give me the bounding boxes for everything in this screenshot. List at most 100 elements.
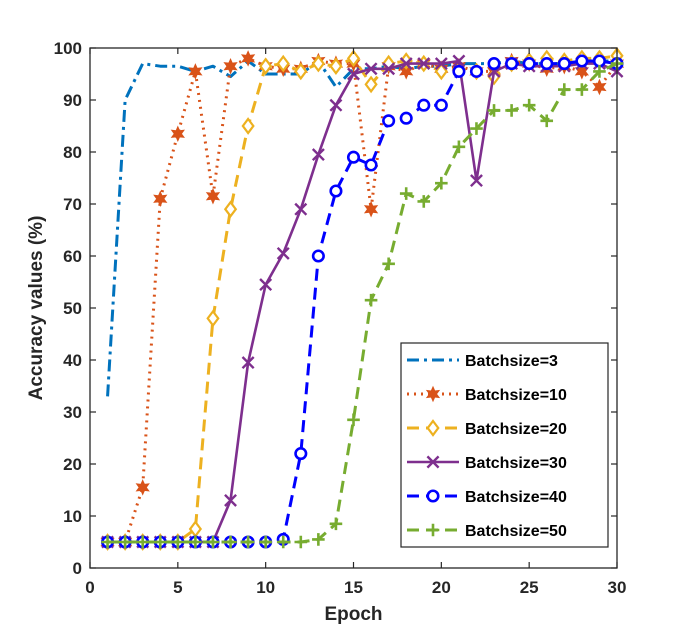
legend: Batchsize=3 Batchsize=10 Batchsize=20 Batch… bbox=[400, 342, 609, 548]
data-point bbox=[329, 57, 343, 76]
data-point bbox=[575, 54, 589, 68]
series-6 bbox=[101, 57, 624, 549]
x-tick-label: 20 bbox=[432, 578, 451, 597]
data-point bbox=[452, 140, 466, 154]
data-point bbox=[347, 67, 360, 81]
data-point bbox=[312, 533, 325, 546]
data-point bbox=[364, 158, 378, 172]
data-point bbox=[487, 57, 501, 71]
data-point bbox=[363, 200, 379, 218]
legend-marker bbox=[426, 523, 440, 537]
legend-marker bbox=[426, 419, 440, 437]
data-point bbox=[382, 114, 396, 128]
data-point bbox=[223, 200, 238, 219]
data-point bbox=[470, 174, 483, 188]
data-point bbox=[469, 64, 484, 78]
data-point bbox=[364, 62, 378, 76]
data-point bbox=[224, 535, 237, 549]
data-point bbox=[399, 63, 414, 80]
y-tick-label: 40 bbox=[63, 351, 82, 370]
legend-marker bbox=[426, 455, 440, 469]
data-point bbox=[171, 535, 185, 549]
data-point bbox=[505, 57, 519, 71]
data-point bbox=[382, 62, 396, 76]
data-point bbox=[259, 535, 272, 549]
data-point bbox=[522, 57, 536, 71]
data-point bbox=[101, 535, 114, 549]
data-point bbox=[118, 535, 132, 549]
data-point bbox=[417, 195, 431, 208]
data-point bbox=[452, 64, 466, 78]
y-tick-label: 90 bbox=[63, 91, 82, 110]
data-point bbox=[259, 278, 273, 292]
data-point bbox=[399, 57, 413, 71]
legend-label: Batchsize=10 bbox=[465, 387, 567, 404]
data-point bbox=[240, 50, 256, 67]
y-tick-label: 80 bbox=[63, 143, 82, 162]
data-point bbox=[452, 54, 466, 68]
y-axis-label: Accuracy values (%) bbox=[26, 216, 47, 401]
y-tick-label: 30 bbox=[63, 403, 82, 422]
legend-box bbox=[400, 342, 609, 548]
data-point bbox=[294, 535, 308, 549]
x-tick-label: 15 bbox=[344, 578, 363, 597]
data-point bbox=[311, 249, 325, 263]
data-point bbox=[487, 104, 501, 117]
x-tick-label: 10 bbox=[256, 578, 275, 597]
legend-marker bbox=[426, 489, 440, 503]
data-point bbox=[346, 49, 361, 68]
y-tick-label: 10 bbox=[63, 507, 82, 526]
plot-area bbox=[100, 46, 625, 551]
data-point bbox=[170, 125, 185, 143]
data-point bbox=[434, 98, 448, 112]
legend-label: Batchsize=50 bbox=[465, 523, 567, 540]
data-point bbox=[189, 535, 202, 549]
data-point bbox=[206, 535, 220, 549]
data-point bbox=[346, 150, 361, 164]
legend-item: Batchsize=3 bbox=[407, 353, 558, 370]
data-point bbox=[153, 535, 167, 549]
data-point bbox=[223, 57, 238, 75]
data-point bbox=[364, 75, 378, 94]
data-point bbox=[276, 535, 290, 549]
data-point bbox=[435, 176, 448, 190]
data-point bbox=[540, 57, 554, 71]
y-tick-label: 70 bbox=[63, 195, 82, 214]
data-point bbox=[311, 54, 325, 73]
data-point bbox=[364, 293, 378, 307]
data-point bbox=[329, 98, 343, 112]
data-point bbox=[558, 83, 571, 96]
data-point bbox=[294, 62, 308, 81]
data-point bbox=[522, 98, 536, 112]
y-tick-label: 0 bbox=[73, 559, 82, 578]
data-point bbox=[575, 83, 589, 96]
legend-label: Batchsize=40 bbox=[465, 489, 567, 506]
data-point bbox=[592, 54, 606, 68]
data-point bbox=[574, 63, 590, 80]
data-point bbox=[224, 493, 237, 507]
x-axis-label: Epoch bbox=[324, 604, 382, 625]
data-point bbox=[276, 54, 290, 73]
data-point bbox=[593, 65, 606, 78]
data-point bbox=[382, 257, 395, 271]
legend-label: Batchsize=30 bbox=[465, 455, 567, 472]
data-point bbox=[241, 356, 255, 370]
data-point bbox=[135, 479, 150, 496]
data-point bbox=[540, 114, 554, 128]
x-tick-label: 30 bbox=[608, 578, 627, 597]
data-point bbox=[470, 122, 483, 135]
legend-marker bbox=[425, 385, 441, 403]
data-point bbox=[399, 187, 413, 200]
axes: 0 5 10 15 20 25 30 0 10 20 30 40 50 60 70 80 90 100 bbox=[54, 39, 627, 597]
data-point bbox=[311, 148, 325, 162]
legend-label: Batchsize=20 bbox=[465, 421, 567, 438]
data-point bbox=[136, 535, 149, 549]
data-point bbox=[294, 202, 308, 216]
data-point bbox=[417, 57, 431, 71]
x-tick-label: 25 bbox=[520, 578, 539, 597]
data-point bbox=[434, 57, 448, 71]
data-point bbox=[417, 98, 431, 112]
legend-item: Batchsize=10 bbox=[407, 385, 567, 404]
data-point bbox=[294, 447, 308, 461]
